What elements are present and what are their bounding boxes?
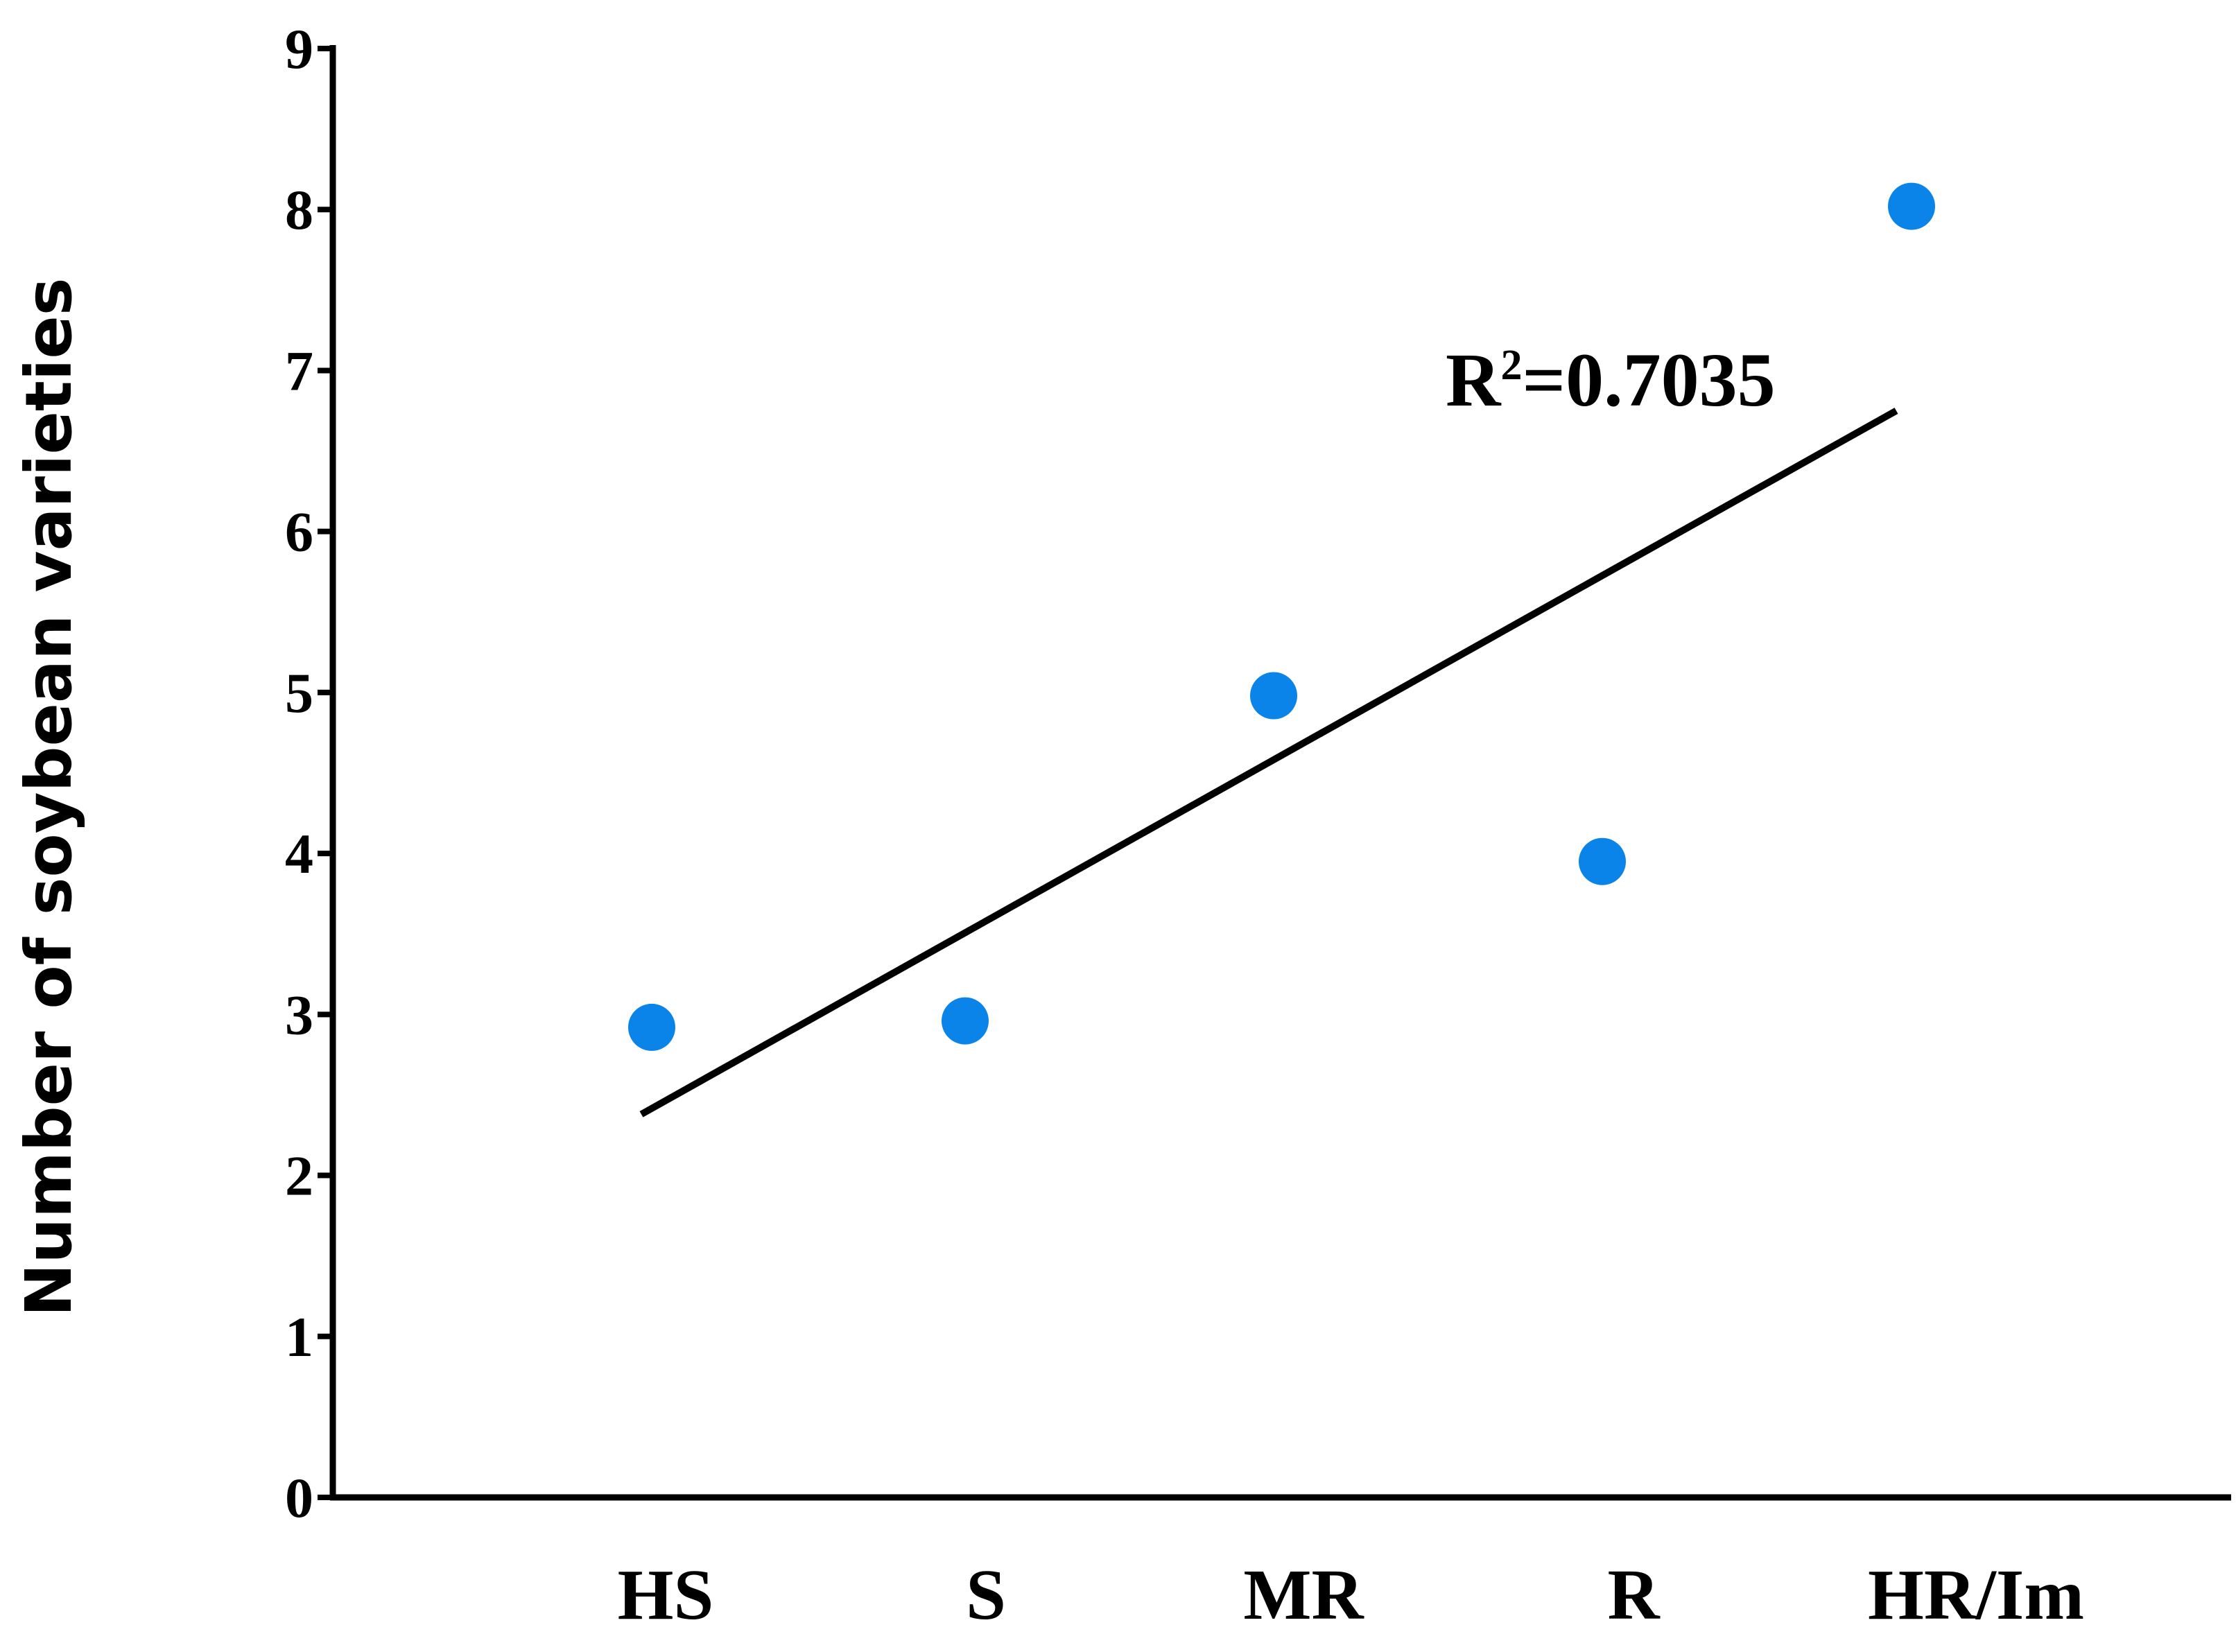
y-axis-label: Number of soybean varieties xyxy=(12,277,86,1316)
y-tick-label: 0 xyxy=(285,1466,313,1529)
annotation-base: R xyxy=(1446,338,1502,422)
x-category-label: R xyxy=(1607,1555,1661,1635)
y-tick-label: 1 xyxy=(285,1305,313,1368)
x-category-label: HR/Im xyxy=(1868,1555,2084,1635)
data-points xyxy=(628,182,1935,1051)
x-category-label: HS xyxy=(618,1555,714,1635)
data-point xyxy=(1250,672,1297,720)
x-category-label: S xyxy=(966,1555,1006,1635)
y-tick-label: 9 xyxy=(285,17,313,80)
y-tick-label: 4 xyxy=(285,822,313,885)
annotation-value: =0.7035 xyxy=(1522,338,1775,422)
data-point xyxy=(1888,182,1935,230)
y-tick-label: 8 xyxy=(285,178,313,241)
trendline xyxy=(639,408,1898,1118)
y-tick-label: 2 xyxy=(285,1145,313,1208)
y-tick-label: 3 xyxy=(285,983,313,1046)
annotation-superscript: 2 xyxy=(1500,342,1522,389)
x-category-label: MR xyxy=(1243,1555,1364,1635)
y-tick-label: 6 xyxy=(285,501,313,564)
r-squared-annotation: R2=0.7035 xyxy=(1446,338,1776,422)
y-axis-ticks: 0 1 2 3 4 5 6 7 8 9 xyxy=(285,17,333,1529)
y-tick-label: 5 xyxy=(285,661,313,724)
data-point xyxy=(942,997,989,1045)
y-tick-label: 7 xyxy=(285,339,313,402)
data-point xyxy=(628,1003,675,1051)
data-point xyxy=(1579,837,1626,885)
x-axis-category-labels: HS S MR R HR/Im xyxy=(618,1555,2084,1635)
